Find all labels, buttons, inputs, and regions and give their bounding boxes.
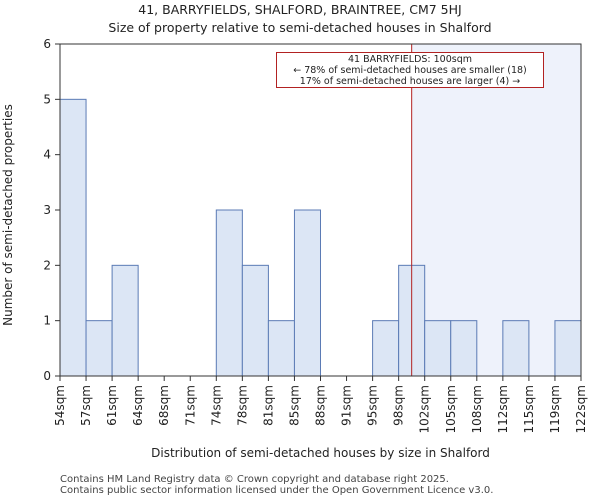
y-tick-label: 6: [43, 37, 51, 51]
x-tick-label: 57sqm: [79, 385, 93, 426]
x-tick-label: 78sqm: [235, 385, 249, 426]
footer-licence: Contains public sector information licen…: [60, 485, 494, 496]
x-tick-label: 71sqm: [183, 385, 197, 426]
histogram-bar: [241, 264, 269, 377]
y-tick-label: 1: [43, 314, 51, 328]
x-tick-label: 105sqm: [444, 385, 458, 433]
x-tick-label: 98sqm: [392, 385, 406, 426]
histogram-bar: [293, 209, 322, 377]
annotation-title: 41 BARRYFIELDS: 100sqm: [347, 54, 472, 65]
histogram-bar: [215, 209, 243, 377]
chart-subtitle: Size of property relative to semi-detach…: [108, 20, 492, 35]
histogram-bar: [554, 320, 582, 377]
y-axis-label: Number of semi-detached properties: [1, 104, 15, 326]
y-tick-label: 2: [43, 258, 51, 272]
histogram-bar: [59, 98, 87, 377]
x-tick-label: 54sqm: [53, 385, 67, 426]
property-annotation-box: 41 BARRYFIELDS: 100sqm ← 78% of semi-det…: [276, 52, 544, 88]
x-tick-label: 68sqm: [157, 385, 171, 426]
y-tick-label: 3: [43, 203, 51, 217]
x-axis-label: Distribution of semi-detached houses by …: [151, 446, 490, 460]
y-tick-label: 5: [43, 92, 51, 106]
histogram-bar: [267, 320, 295, 377]
x-tick-label: 102sqm: [418, 385, 432, 433]
histogram-bar: [111, 264, 139, 377]
histogram-bar: [502, 320, 530, 377]
x-tick-label: 85sqm: [287, 385, 301, 426]
x-tick-label: 115sqm: [522, 385, 536, 433]
histogram-bar: [85, 320, 113, 377]
y-tick-label: 4: [43, 148, 51, 162]
x-tick-label: 74sqm: [209, 385, 223, 426]
footer-copyright: Contains HM Land Registry data © Crown c…: [60, 474, 449, 485]
x-tick-label: 64sqm: [131, 385, 145, 426]
x-tick-label: 95sqm: [366, 385, 380, 426]
x-tick-label: 108sqm: [470, 385, 484, 433]
histogram-bar: [424, 320, 452, 377]
histogram-bar: [450, 320, 478, 377]
x-tick-label: 112sqm: [496, 385, 510, 433]
annotation-smaller: ← 78% of semi-detached houses are smalle…: [293, 65, 527, 76]
y-tick-label: 0: [43, 369, 51, 383]
x-tick-label: 88sqm: [314, 385, 328, 426]
x-tick-label: 91sqm: [340, 385, 354, 426]
annotation-larger: 17% of semi-detached houses are larger (…: [299, 76, 521, 87]
x-tick-label: 119sqm: [548, 385, 562, 433]
x-tick-label: 122sqm: [574, 385, 588, 433]
chart-title-address: 41, BARRYFIELDS, SHALFORD, BRAINTREE, CM…: [138, 2, 462, 17]
x-tick-label: 81sqm: [261, 385, 275, 426]
x-tick-label: 61sqm: [105, 385, 119, 426]
histogram-bar: [372, 320, 400, 377]
